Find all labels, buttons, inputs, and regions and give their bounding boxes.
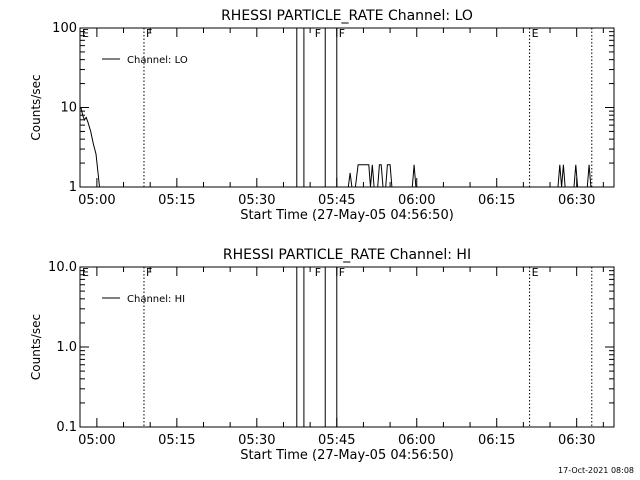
x-tick-label: 06:30	[558, 193, 595, 208]
x-tick-label: 05:15	[158, 193, 195, 208]
x-tick-label: 05:30	[238, 433, 275, 448]
event-annotation: F	[146, 27, 152, 40]
event-annotation: F	[339, 266, 345, 279]
x-tick-label: 05:45	[318, 193, 355, 208]
x-tick-label: 05:15	[158, 433, 195, 448]
footer-timestamp: 17-Oct-2021 08:08	[558, 466, 634, 475]
chart-panel-2: RHESSI PARTICLE_RATE Channel: HI Start Ti…	[29, 247, 615, 463]
event-annotation: E	[532, 266, 539, 279]
data-series-line	[411, 164, 417, 188]
event-annotation: F	[146, 266, 152, 279]
y-tick-label: 10.0	[48, 260, 77, 275]
x-tick-label: 06:00	[398, 193, 435, 208]
event-annotation: E	[82, 266, 89, 279]
y-tick-label: 1.0	[56, 340, 77, 355]
x-tick-label: 06:30	[558, 433, 595, 448]
event-annotation: F	[315, 266, 321, 279]
y-tick-label: 100	[52, 21, 77, 36]
y-axis-label: Counts/sec	[29, 314, 43, 380]
x-tick-label: 05:00	[78, 433, 115, 448]
x-axis-label: Start Time (27-May-05 04:56:50)	[240, 448, 454, 463]
legend-label: Channel: LO	[127, 55, 188, 66]
x-axis-label: Start Time (27-May-05 04:56:50)	[240, 208, 454, 223]
data-series-line	[347, 164, 393, 188]
chart-panel-1: RHESSI PARTICLE_RATE Channel: LO Start Ti…	[29, 8, 615, 223]
x-tick-label: 06:15	[478, 193, 515, 208]
event-annotation: F	[339, 27, 345, 40]
x-tick-label: 06:00	[398, 433, 435, 448]
legend-label: Channel: HI	[127, 294, 185, 305]
y-tick-label: 10	[60, 101, 77, 116]
data-series-line	[80, 107, 100, 188]
x-tick-label: 05:45	[318, 433, 355, 448]
x-tick-label: 06:15	[478, 433, 515, 448]
y-tick-label: 1	[69, 180, 77, 195]
chart-title: RHESSI PARTICLE_RATE Channel: HI	[223, 247, 471, 263]
event-annotation: E	[82, 27, 89, 40]
data-series-line	[586, 164, 592, 188]
y-tick-label: 0.1	[56, 420, 77, 435]
data-series-line	[557, 164, 579, 188]
x-tick-label: 05:30	[238, 193, 275, 208]
y-axis-label: Counts/sec	[29, 74, 43, 140]
event-annotation: F	[315, 27, 321, 40]
chart-title: RHESSI PARTICLE_RATE Channel: LO	[221, 8, 473, 24]
x-tick-label: 05:00	[78, 193, 115, 208]
event-annotation: E	[532, 27, 539, 40]
